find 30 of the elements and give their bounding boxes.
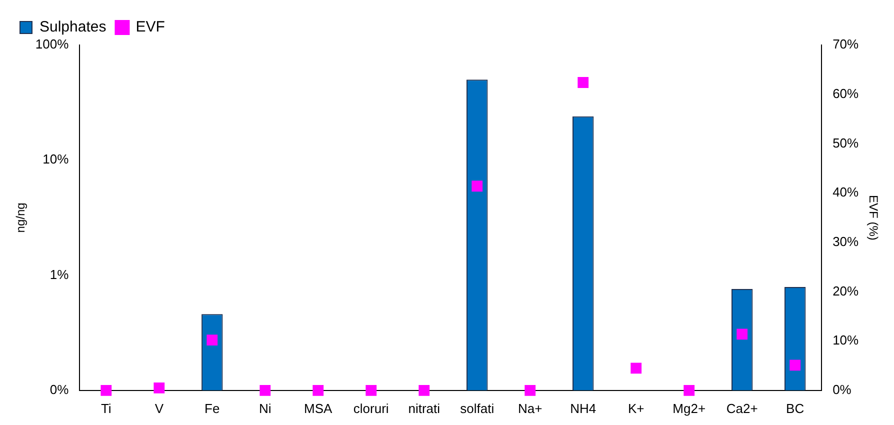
x-tick-label: K+ xyxy=(628,400,644,416)
y2-tick-label: 50% xyxy=(832,135,860,150)
y2-tick-label: 0% xyxy=(832,382,852,397)
y2-tick-label: 40% xyxy=(832,184,860,200)
legend-label: Sulphates xyxy=(40,18,106,36)
y2-tick-label: 10% xyxy=(832,332,860,348)
x-tick-label: Mg2+ xyxy=(672,400,706,416)
x-tick-label: BC xyxy=(786,400,804,416)
x-tick-label: Ca2+ xyxy=(726,400,758,416)
x-tick-label: Ni xyxy=(258,400,272,416)
x-tick-label: Fe xyxy=(204,400,220,416)
y-tick-label: 100% xyxy=(35,36,70,52)
y2-axis-title: EVF (%) xyxy=(866,195,880,240)
x-tick-label: nitrati xyxy=(408,400,440,416)
x-tick-label: solfati xyxy=(460,400,494,416)
y-tick-label: 10% xyxy=(42,152,70,167)
y-tick-label: 0% xyxy=(50,382,70,397)
y2-tick-label: 20% xyxy=(832,283,860,298)
y2-tick-label: 70% xyxy=(832,36,860,52)
x-tick-label: cloruri xyxy=(353,400,389,416)
y2-tick-label: 60% xyxy=(832,86,860,101)
x-tick-label: Ti xyxy=(100,400,112,416)
x-tick-label: MSA xyxy=(304,400,333,416)
y-axis-title: ng/ng xyxy=(14,202,28,233)
y2-tick-label: 30% xyxy=(832,234,860,249)
y-tick-label: 1% xyxy=(50,266,70,282)
x-tick-label: NH4 xyxy=(570,400,596,416)
x-tick-label: Na+ xyxy=(518,400,542,416)
legend-label: EVF xyxy=(136,18,165,36)
x-tick-label: V xyxy=(154,400,164,416)
